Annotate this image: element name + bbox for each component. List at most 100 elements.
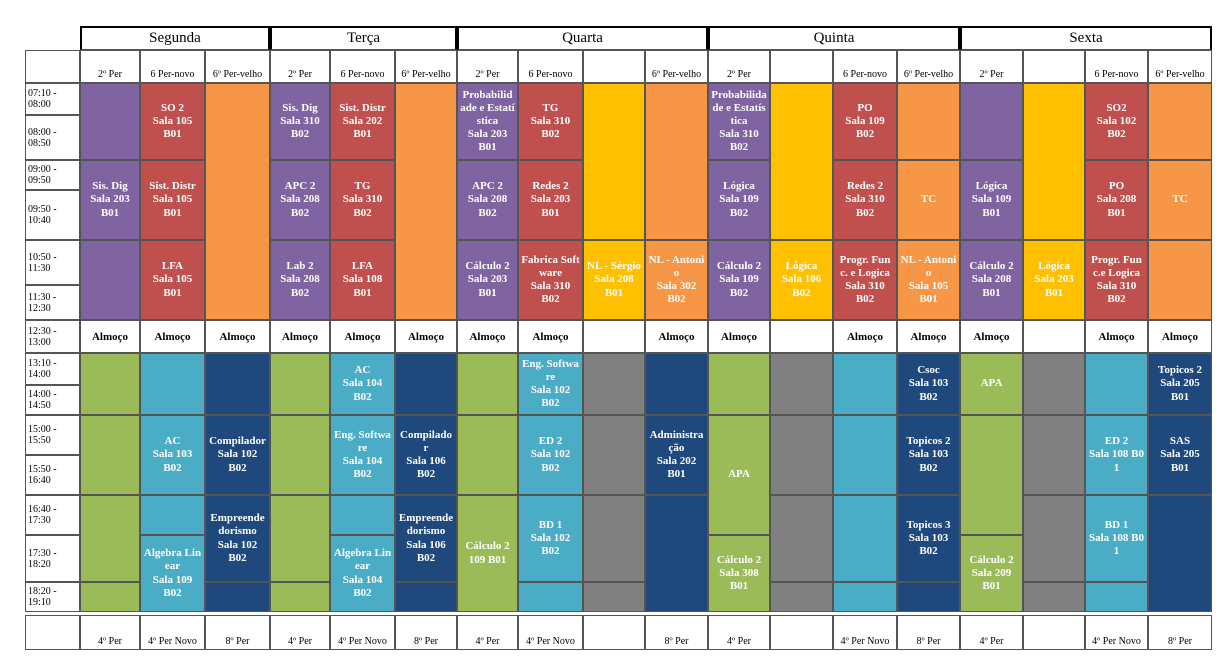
class-line: Sala 109 [719, 193, 759, 206]
class-line: B02 [163, 461, 182, 474]
class-line: B02 [541, 293, 560, 306]
class-line: Progr. Func. e Logica [839, 253, 891, 279]
class-line: Cálculo 2 [465, 540, 510, 553]
class-block: PO Sala 208 B01 [1085, 160, 1148, 240]
time-cell: 16:40 - 17:30 [25, 495, 80, 535]
class-line: LFA [351, 260, 374, 273]
time-cell: 07:10 - 08:00 [25, 83, 80, 115]
class-line: Progr. Func.e Logica [1091, 253, 1142, 279]
class-block: SAS Sala 205 B01 [1148, 415, 1212, 495]
class-block: Cálculo 2 Sala 209 B01 [960, 535, 1023, 612]
class-block [140, 353, 205, 415]
period-label: 4º Per Novo [840, 636, 890, 647]
class-block [270, 353, 330, 415]
class-line: Sala 106 [406, 455, 446, 467]
class-line: Sala 105 [152, 193, 193, 206]
class-block: Compilador Sala 102 B02 [205, 415, 270, 495]
period-label: 4º Per Novo [1092, 636, 1141, 647]
lunch-label: Almoço [720, 330, 758, 343]
class-line: AC [164, 435, 181, 448]
class-block [140, 495, 205, 535]
sub-header: 2º Per [80, 50, 140, 83]
class-line: Sala 108 B01 [1088, 531, 1144, 558]
day-label: Terça [346, 30, 381, 46]
class-block: Algebra Linear Sala 109 B02 [140, 535, 205, 612]
class-block [583, 495, 645, 582]
class-line: Sist. Distr [149, 180, 196, 193]
class-line: B02 [855, 293, 875, 306]
class-block: Probabilidade e Estatística Sala 203 B01 [457, 83, 518, 160]
class-line: B02 [416, 551, 436, 564]
class-block: NL - Antonio Sala 105 B01 [897, 240, 960, 320]
class-line: B01 [919, 293, 938, 306]
class-line: LFA [161, 260, 184, 273]
class-block: Sis. Dig Sala 310 B02 [270, 83, 330, 160]
period-label: 4º Per [475, 636, 500, 647]
class-block: Sist. Distr Sala 202 B01 [330, 83, 395, 160]
class-block: Cálculo 2 Sala 109 B02 [708, 240, 770, 320]
class-line: B02 [729, 206, 749, 219]
class-line: Sala 106 [406, 538, 446, 551]
footer-cell: 4º Per Novo [518, 615, 583, 650]
class-block [80, 83, 140, 160]
class-line: TG [354, 180, 371, 193]
footer-cell: 8º Per [645, 615, 708, 650]
period-label: 8º Per [414, 636, 438, 647]
class-line: B01 [604, 286, 624, 299]
class-line: Probabilidade e Estatística [711, 88, 767, 127]
time-label: 09:00 - 09:50 [28, 164, 57, 186]
time-label: 15:00 - 15:50 [28, 424, 57, 446]
class-block [80, 415, 140, 495]
class-block: BD 1 Sala 102 B02 [518, 495, 583, 582]
class-line: B02 [478, 206, 497, 219]
class-line: B01 [541, 206, 560, 219]
class-line: Sala 208 [1096, 193, 1137, 206]
class-block: Eng. Software Sala 102 B02 [518, 353, 583, 415]
time-label: 12:30 - 13:00 [28, 325, 57, 348]
class-line: B02 [541, 128, 560, 141]
class-block: AC Sala 103 B02 [140, 415, 205, 495]
class-block [770, 495, 833, 582]
footer-cell: 4º Per Novo [330, 615, 395, 650]
period-label: 6 Per-novo [843, 69, 887, 80]
class-line: Sala 102 [1096, 114, 1137, 127]
footer-cell: 8º Per [1148, 615, 1212, 650]
class-block: APA [960, 353, 1023, 415]
time-cell: 12:30 - 13:00 [25, 320, 80, 353]
class-block: TC [897, 160, 960, 240]
lunch-cell: Almoço [897, 320, 960, 353]
class-block: Redes 2 Sala 203 B01 [518, 160, 583, 240]
class-block [833, 415, 897, 495]
class-line: B02 [855, 128, 875, 141]
class-line: Sala 310 [719, 128, 759, 141]
class-line: SO2 [1106, 101, 1127, 114]
class-block [457, 415, 518, 495]
class-line: Sala 208 [971, 273, 1012, 286]
time-cell: 18:20 - 19:10 [25, 582, 80, 612]
class-line: Eng. Software [334, 428, 391, 454]
class-block [833, 582, 897, 612]
time-cell: 10:50 - 11:30 [25, 240, 80, 285]
class-block: Probabilidade e Estatística Sala 310 B02 [708, 83, 770, 160]
class-line: B01 [1044, 286, 1064, 299]
class-block [1085, 582, 1148, 612]
lunch-cell: Almoço [708, 320, 770, 353]
footer-cell: 4º Per [960, 615, 1023, 650]
class-block [205, 582, 270, 612]
footer-cell [583, 615, 645, 650]
class-line: Sala 203 [90, 193, 130, 206]
time-label: 09:50 - 10:40 [28, 204, 57, 226]
class-block: NL - Sérgio Sala 208 B01 [583, 240, 645, 320]
period-label: 4º Per [727, 636, 751, 647]
class-block: APC 2 Sala 208 B02 [457, 160, 518, 240]
corner [25, 615, 80, 650]
sub-header [1023, 50, 1085, 83]
footer-cell [1023, 615, 1085, 650]
sub-header: 6 Per-novo [140, 50, 205, 83]
period-label: 6º Per-velho [903, 69, 954, 80]
class-block [833, 495, 897, 582]
class-line: Algebra Linear [143, 547, 202, 573]
class-line: SO 2 [161, 101, 184, 114]
class-line: B02 [353, 390, 372, 403]
class-block: PO Sala 109 B02 [833, 83, 897, 160]
